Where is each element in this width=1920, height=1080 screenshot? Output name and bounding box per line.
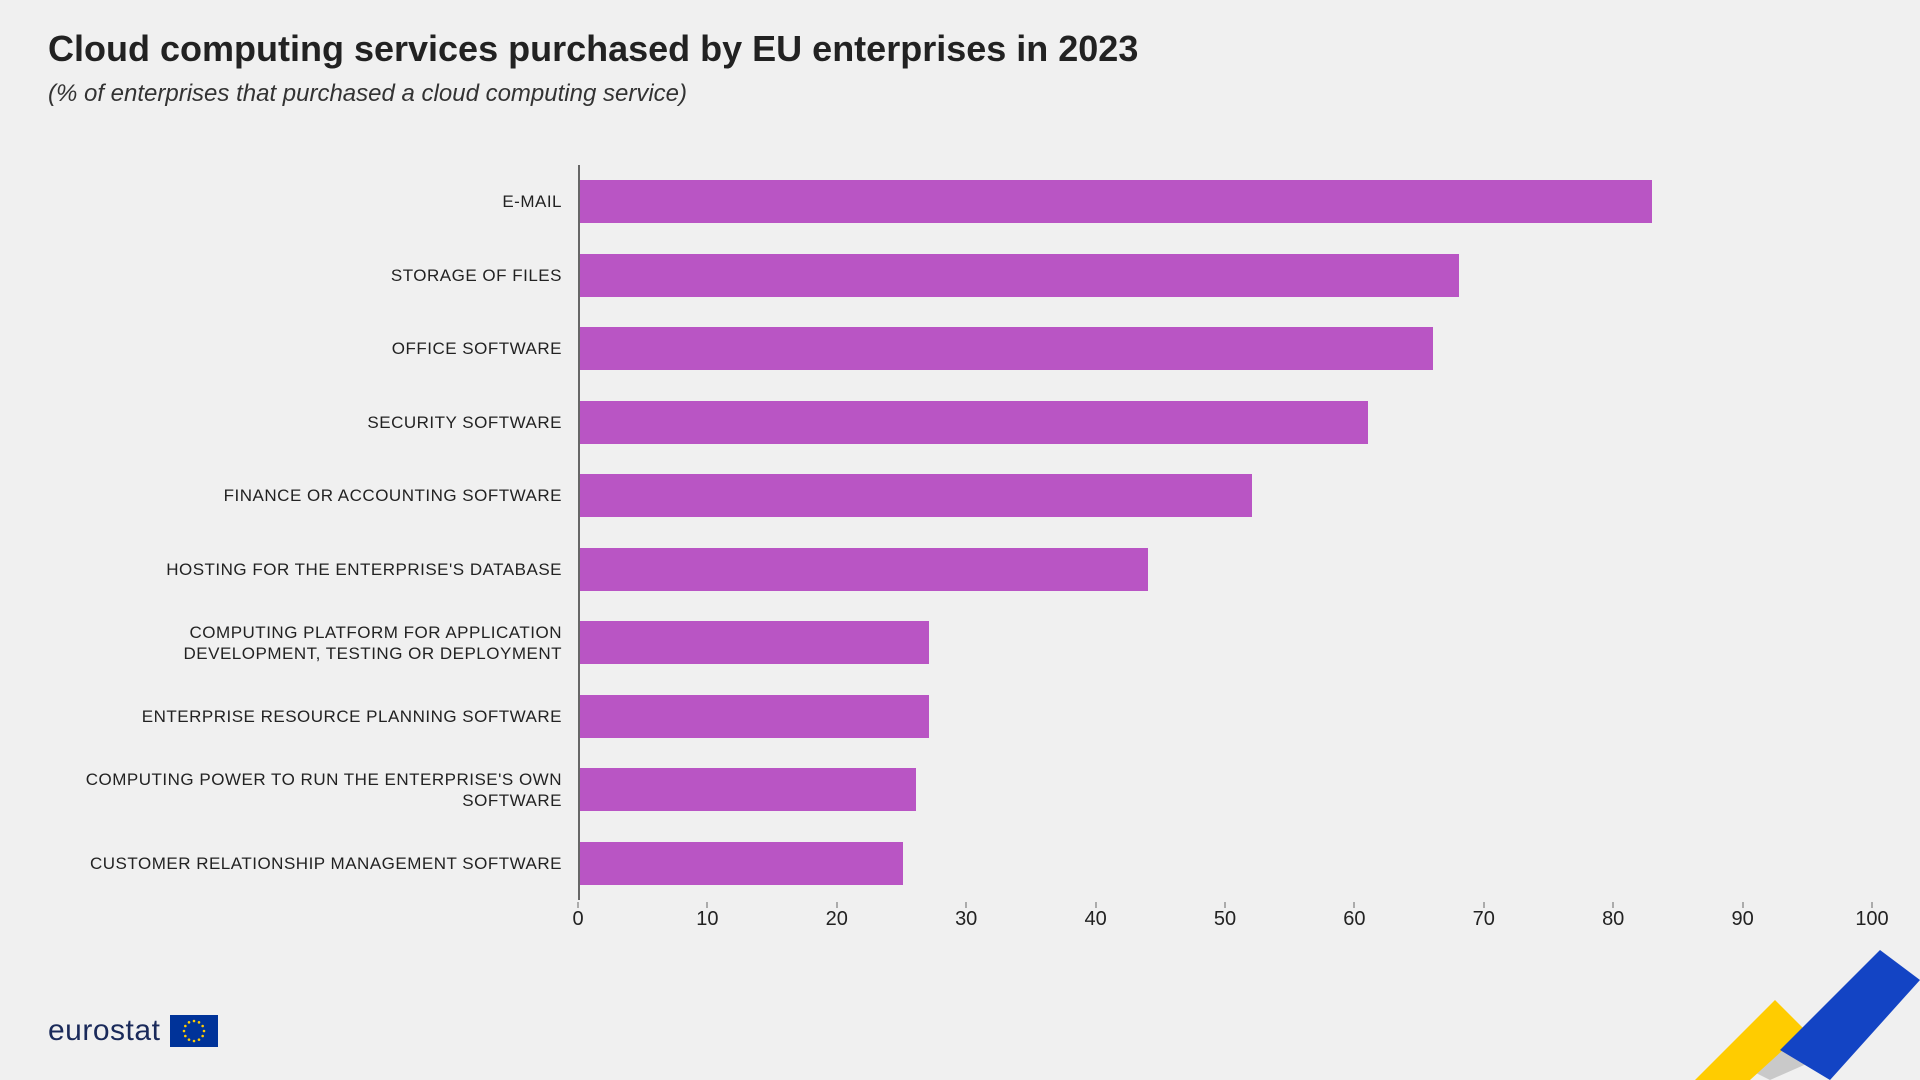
x-tick: 20 xyxy=(826,908,848,931)
category-label: OFFICE SOFTWARE xyxy=(48,312,578,386)
bar xyxy=(580,842,903,885)
x-tick: 60 xyxy=(1343,908,1365,931)
bar xyxy=(580,254,1459,297)
chart-subtitle: (% of enterprises that purchased a cloud… xyxy=(0,70,1920,108)
bar-row xyxy=(580,312,1872,386)
category-label: COMPUTING PLATFORM FOR APPLICATION DEVEL… xyxy=(48,606,578,680)
category-label: FINANCE OR ACCOUNTING SOFTWARE xyxy=(48,459,578,533)
x-tick: 40 xyxy=(1084,908,1106,931)
bar xyxy=(580,621,929,664)
x-tick: 80 xyxy=(1602,908,1624,931)
category-label: ENTERPRISE RESOURCE PLANNING SOFTWARE xyxy=(48,680,578,754)
bar-row xyxy=(580,533,1872,607)
bars-container xyxy=(580,165,1872,900)
category-label: STORAGE OF FILES xyxy=(48,239,578,313)
bar-row xyxy=(580,680,1872,754)
bar xyxy=(580,327,1433,370)
bar-row xyxy=(580,386,1872,460)
bar-row xyxy=(580,239,1872,313)
bar-row xyxy=(580,165,1872,239)
plot-area xyxy=(578,165,1872,900)
x-tick: 30 xyxy=(955,908,977,931)
swoosh-icon xyxy=(1600,940,1920,1080)
x-tick: 90 xyxy=(1731,908,1753,931)
category-label: COMPUTING POWER TO RUN THE ENTERPRISE'S … xyxy=(48,753,578,827)
bar xyxy=(580,695,929,738)
category-label: SECURITY SOFTWARE xyxy=(48,386,578,460)
bar xyxy=(580,768,916,811)
category-label: HOSTING FOR THE ENTERPRISE'S DATABASE xyxy=(48,533,578,607)
bar-row xyxy=(580,827,1872,901)
eu-flag-icon xyxy=(170,1015,218,1047)
chart-title: Cloud computing services purchased by EU… xyxy=(0,0,1920,70)
bar xyxy=(580,180,1652,223)
bar-row xyxy=(580,459,1872,533)
category-label: CUSTOMER RELATIONSHIP MANAGEMENT SOFTWAR… xyxy=(48,827,578,901)
y-axis-labels: E-MAILSTORAGE OF FILESOFFICE SOFTWARESEC… xyxy=(48,165,578,900)
eurostat-wordmark: eurostat xyxy=(48,1014,160,1048)
bar-row xyxy=(580,753,1872,827)
x-tick: 50 xyxy=(1214,908,1236,931)
footer: eurostat xyxy=(0,970,1920,1080)
x-tick: 70 xyxy=(1473,908,1495,931)
bar xyxy=(580,548,1148,591)
category-label: E-MAIL xyxy=(48,165,578,239)
x-tick: 10 xyxy=(696,908,718,931)
x-tick: 100 xyxy=(1855,908,1888,931)
x-axis: 0102030405060708090100 xyxy=(578,908,1872,938)
x-tick: 0 xyxy=(572,908,583,931)
bar-row xyxy=(580,606,1872,680)
bar xyxy=(580,474,1252,517)
eurostat-logo: eurostat xyxy=(48,1014,218,1048)
chart-area: E-MAILSTORAGE OF FILESOFFICE SOFTWARESEC… xyxy=(48,165,1872,900)
bar xyxy=(580,401,1368,444)
